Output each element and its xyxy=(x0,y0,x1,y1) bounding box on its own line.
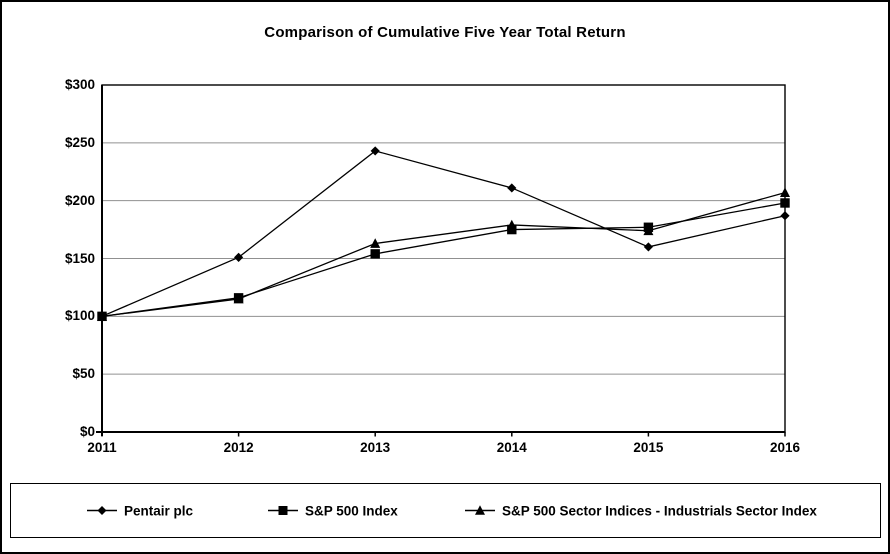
x-axis-tick-label: 2014 xyxy=(496,440,527,455)
y-axis-tick-label: $150 xyxy=(64,250,95,266)
data-point-triangle xyxy=(780,187,790,197)
data-point-square xyxy=(643,222,654,232)
data-point-diamond xyxy=(370,146,380,156)
data-point-triangle xyxy=(370,238,381,248)
data-point-square xyxy=(233,293,244,303)
legend-box: Pentair plc S&P 500 Index S&P 500 Sector… xyxy=(10,483,881,538)
data-point-square xyxy=(780,198,790,208)
y-axis-tick-label: $200 xyxy=(64,192,95,208)
legend-item-pentair: Pentair plc xyxy=(87,503,193,518)
y-axis-tick-label: $250 xyxy=(64,134,95,150)
x-axis-tick-label: 2011 xyxy=(87,440,117,455)
chart-title: Comparison of Cumulative Five Year Total… xyxy=(264,24,626,41)
legend-item-sp500: S&P 500 Index xyxy=(268,503,398,518)
y-axis-tick-label: $100 xyxy=(64,308,95,324)
data-point-diamond xyxy=(234,252,244,262)
data-point-diamond xyxy=(97,311,107,321)
legend-item-industrials: S&P 500 Sector Indices - Industrials Sec… xyxy=(465,503,817,518)
data-point-square xyxy=(370,249,380,259)
diamond-marker-icon xyxy=(87,506,117,515)
series-line-triangle xyxy=(101,191,786,317)
y-axis-tick-label: $0 xyxy=(79,424,95,439)
data-point-diamond xyxy=(780,211,790,221)
y-axis-tick-label: $300 xyxy=(64,77,95,92)
series-line-diamond xyxy=(101,150,786,317)
y-axis-tick-label: $50 xyxy=(72,366,95,382)
legend-label: Pentair plc xyxy=(124,503,194,518)
square-marker-icon xyxy=(268,506,298,515)
x-axis-tick-label: 2016 xyxy=(769,440,801,455)
data-point-diamond xyxy=(507,183,517,193)
x-axis-tick-label: 2015 xyxy=(633,440,664,455)
data-point-diamond xyxy=(643,242,653,252)
x-axis-tick-label: 2013 xyxy=(360,440,391,455)
x-axis-tick-label: 2012 xyxy=(223,440,254,455)
data-point-square xyxy=(507,224,517,235)
triangle-marker-icon xyxy=(465,505,495,515)
legend-label: S&P 500 Sector Indices - Industrials Sec… xyxy=(502,503,817,518)
series-line-square xyxy=(101,202,786,317)
legend-label: S&P 500 Index xyxy=(305,503,398,518)
